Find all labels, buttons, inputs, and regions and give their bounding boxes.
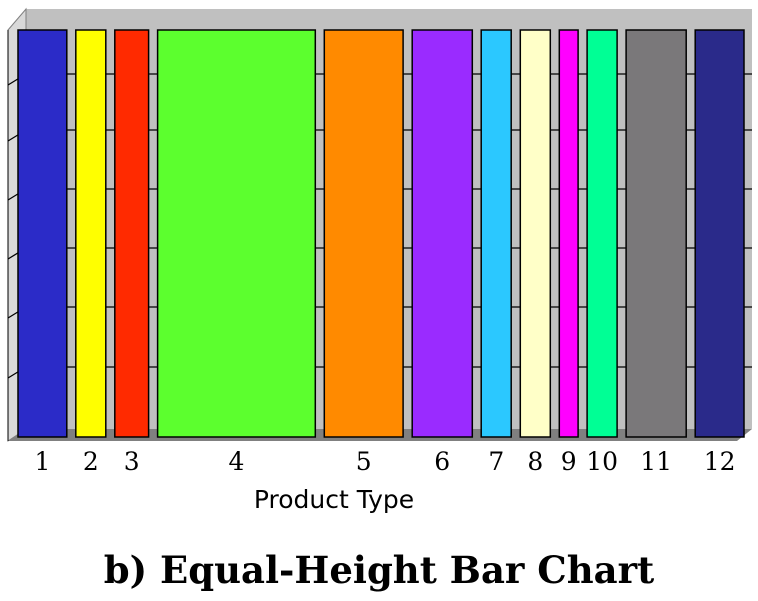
bar-6 [411, 29, 474, 438]
x-tick-label: 2 [83, 447, 99, 476]
bar-5 [323, 29, 404, 438]
bar-2 [75, 29, 107, 438]
bar-3 [114, 29, 150, 438]
x-tick-labels: 1 2 3 4 5 6 7 8 9 10 11 12 [34, 447, 735, 476]
bar-11 [625, 29, 687, 438]
bar-1 [17, 29, 68, 438]
x-tick-label: 5 [356, 447, 372, 476]
bar-7 [480, 29, 512, 438]
x-tick-label: 8 [527, 447, 543, 476]
bar-12 [694, 29, 745, 438]
x-tick-label: 12 [704, 447, 736, 476]
x-tick-label: 11 [640, 447, 672, 476]
x-tick-label: 7 [488, 447, 504, 476]
x-tick-label: 3 [124, 447, 140, 476]
chart-title: b) Equal-Height Bar Chart [103, 548, 655, 592]
x-tick-label: 10 [586, 447, 618, 476]
x-tick-label: 6 [434, 447, 450, 476]
x-tick-label: 4 [229, 447, 245, 476]
bars [17, 29, 745, 438]
bar-10 [586, 29, 618, 438]
bar-8 [519, 29, 552, 438]
x-tick-label: 9 [561, 447, 577, 476]
bar-4 [156, 29, 317, 438]
bar-9 [558, 29, 579, 438]
x-tick-label: 1 [34, 447, 50, 476]
x-axis-title: Product Type [254, 485, 414, 514]
